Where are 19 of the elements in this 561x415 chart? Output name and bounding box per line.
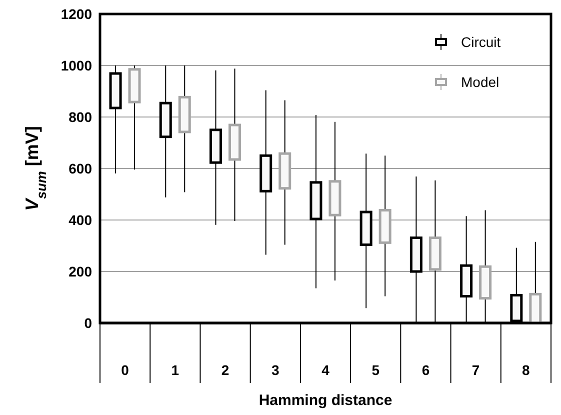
y-tick-label: 1200 [60,6,92,22]
x-tick-label: 8 [522,362,530,378]
x-tick-label: 5 [372,362,380,378]
y-tick-label: 200 [68,264,92,280]
x-axis-title: Hamming distance [258,392,392,409]
x-tick-label: 4 [322,362,330,378]
x-tick-label: 6 [422,362,430,378]
y-tick-label: 600 [68,160,92,176]
y-tick-label: 1000 [60,58,92,74]
x-tick-label: 3 [271,362,280,378]
x-tick-label: 7 [472,362,480,378]
x-tick-label: 2 [221,362,230,378]
legend-label: Model [461,74,500,90]
x-tick-label: 1 [171,362,180,378]
legend-label: Circuit [461,34,501,50]
y-tick-label: 800 [68,109,92,125]
x-tick-label: 0 [121,362,130,378]
y-tick-label: 400 [68,212,92,228]
y-tick-label: 0 [84,315,92,331]
